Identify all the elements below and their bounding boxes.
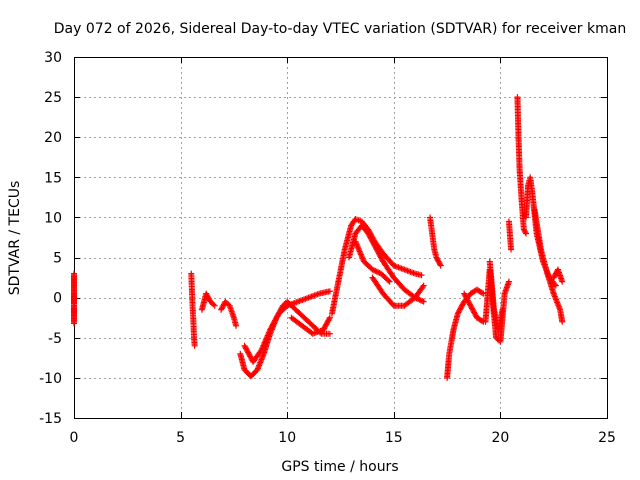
y-tick-label: 30 [44,50,62,66]
x-tick-label: 0 [70,430,79,446]
x-tick-label: 25 [598,430,616,446]
plot-frame [74,57,608,419]
series-s10 [352,238,393,285]
data-point [559,318,566,325]
y-tick-label: 25 [44,90,62,106]
y-tick-label: 10 [44,210,62,226]
y-tick-label: -15 [39,411,62,427]
y-tick-label: 0 [53,291,62,307]
data-point [479,289,486,296]
series-s3 [218,298,240,329]
series-s11 [427,214,444,269]
series-s15 [486,258,506,333]
x-tick-labels: 0 5 10 15 20 25 [70,430,616,446]
series-s16 [505,218,515,253]
y-tick-labels: -15 -10 -5 0 5 10 15 20 25 30 [39,50,62,427]
y-tick-label: 20 [44,130,62,146]
series-s8 [346,222,427,305]
series-s14 [482,266,512,345]
data-point [191,342,198,349]
x-axis-label: GPS time / hours [281,459,398,475]
series-s12 [444,286,487,381]
data-point [211,302,218,309]
data-point [326,288,333,295]
series-s6 [288,314,333,337]
y-tick-label: -5 [48,331,62,347]
series-s17 [514,94,529,237]
chart-title: Day 072 of 2026, Sidereal Day-to-day VTE… [54,21,626,37]
y-tick-label: -10 [39,371,62,387]
x-tick-label: 10 [278,430,296,446]
data-point [386,278,393,285]
series-s20 [550,266,566,285]
data-point [420,298,427,305]
data-points [71,94,566,381]
series-s13 [461,290,487,325]
data-point [505,278,512,285]
x-tick-label: 15 [385,430,403,446]
data-point [326,330,333,337]
series-s1 [188,270,198,349]
grid [74,57,607,418]
data-point [551,281,558,288]
x-tick-label: 5 [176,430,185,446]
data-point [499,306,506,313]
data-point [522,230,529,237]
data-point [326,314,333,321]
data-point [437,262,444,269]
data-point [522,229,529,236]
y-axis-label: SDTVAR / TECUs [7,181,23,296]
data-point [385,277,392,284]
series-t0 [71,270,77,327]
data-point [420,282,427,289]
data-point [326,316,333,323]
data-point [418,272,425,279]
data-point [71,272,77,279]
data-point [559,278,566,285]
data-point [479,317,486,324]
series-s5 [241,288,333,365]
data-point [233,322,240,329]
x-tick-label: 20 [491,430,509,446]
y-tick-label: 15 [44,170,62,186]
series-s9 [369,274,427,309]
y-tick-label: 5 [53,251,62,267]
series-s19 [531,206,566,325]
series-s2 [198,290,218,313]
axis-ticks [74,57,608,419]
data-point [436,261,443,268]
data-point [508,246,515,253]
data-point [419,283,426,290]
